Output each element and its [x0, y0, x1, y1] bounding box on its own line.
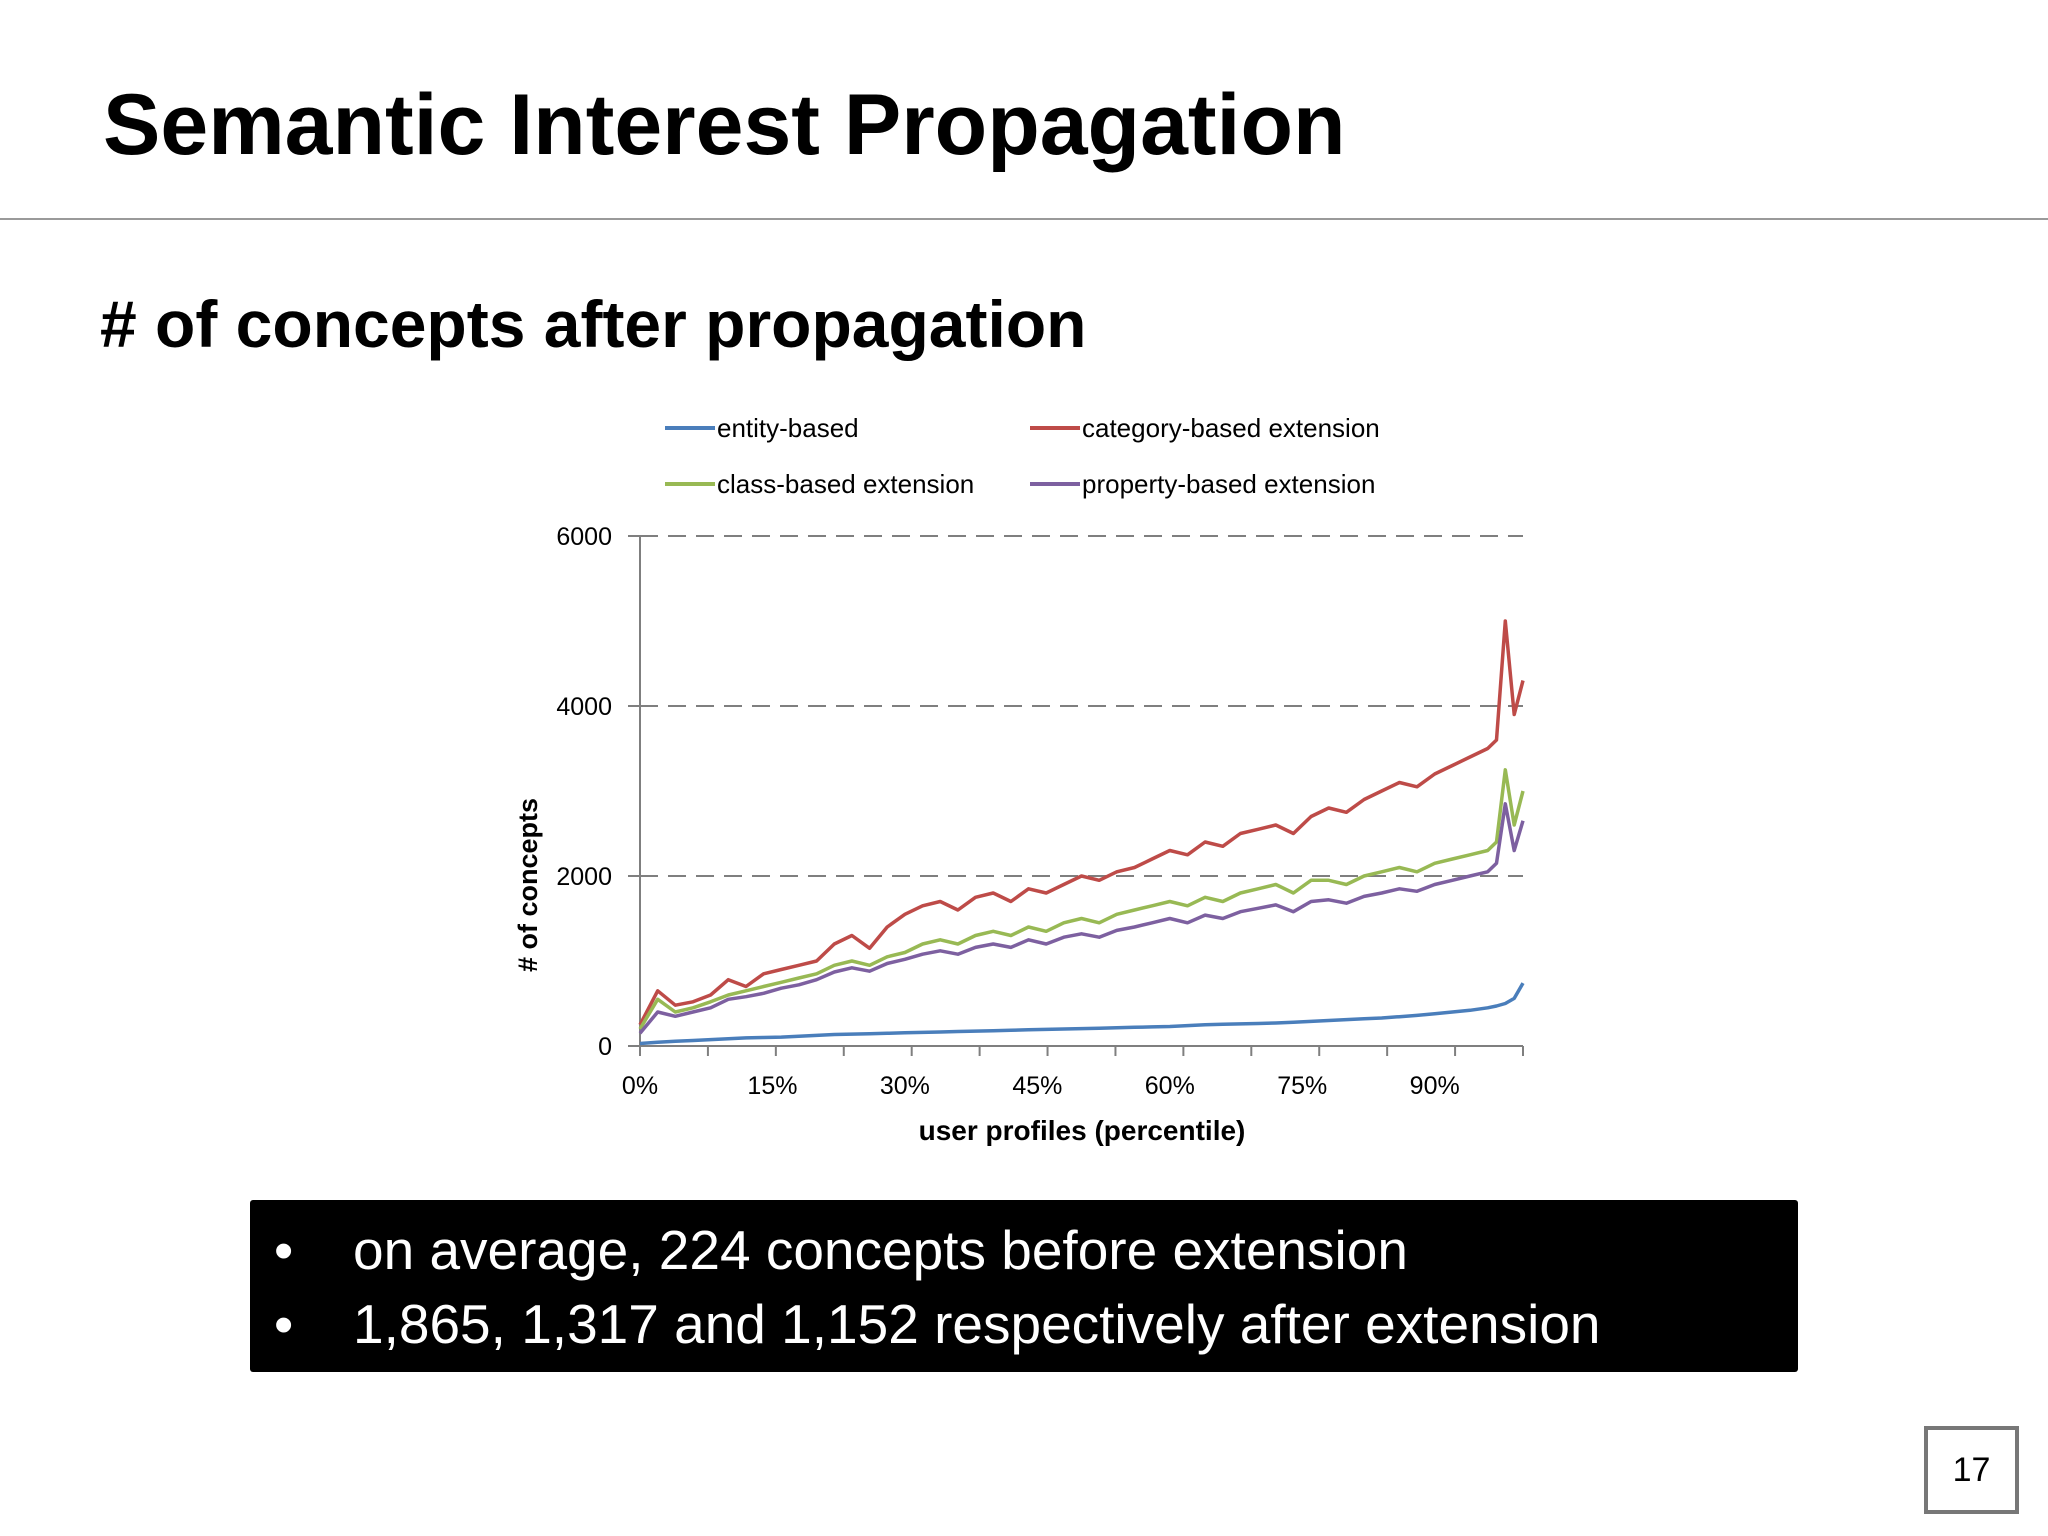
y-tick-label: 0: [598, 1033, 612, 1061]
y-tick-label: 2000: [556, 863, 612, 891]
property-based-extension-line: [638, 802, 1525, 1035]
class-based-extension-line: [638, 768, 1525, 1030]
x-tick-label: 30%: [880, 1072, 930, 1100]
legend: entity-based category-based extension clas…: [665, 413, 1380, 499]
callout-bullet-2: • 1,865, 1,317 and 1,152 respectively af…: [250, 1292, 1798, 1366]
title-divider: [0, 218, 2048, 220]
entity-based-line: [639, 982, 1525, 1046]
series-lines: [638, 619, 1525, 1046]
legend-label: property-based extension: [1082, 469, 1375, 499]
y-tick-label: 4000: [556, 693, 612, 721]
legend-label: category-based extension: [1082, 413, 1380, 443]
legend-label: class-based extension: [717, 469, 974, 499]
bullet-marker: •: [274, 1219, 294, 1281]
y-tick-label: 6000: [556, 523, 612, 551]
bullet-marker: •: [274, 1293, 294, 1355]
x-tick-label: 45%: [1012, 1072, 1062, 1100]
callout-text: 1,865, 1,317 and 1,152 respectively afte…: [353, 1293, 1601, 1355]
category-based-extension-line: [638, 619, 1525, 1026]
x-tick-label: 75%: [1277, 1072, 1327, 1100]
callout-bullet-1: • on average, 224 concepts before extens…: [250, 1218, 1798, 1292]
concepts-line-chart: 0 2000 4000 6000 0% 15% 30% 45% 60% 75% 90% entity…: [513, 413, 1525, 1146]
page-number: 17: [1924, 1426, 2019, 1514]
gridlines: [640, 535, 1523, 877]
x-tick-label: 90%: [1410, 1072, 1460, 1100]
x-tick-label: 15%: [747, 1072, 797, 1100]
x-tick-label: 0%: [622, 1072, 658, 1100]
x-axis-label: user profiles (percentile): [919, 1115, 1246, 1146]
legend-label: entity-based: [717, 413, 859, 443]
x-tick-label: 60%: [1145, 1072, 1195, 1100]
callout-text: on average, 224 concepts before extensio…: [353, 1219, 1408, 1281]
axes: 0 2000 4000 6000 0% 15% 30% 45% 60% 75% 90%: [556, 523, 1524, 1100]
slide-title: Semantic Interest Propagation: [103, 77, 1346, 173]
y-axis-label: # of concepts: [513, 798, 543, 972]
slide-subtitle: # of concepts after propagation: [100, 287, 1087, 361]
summary-callout: • on average, 224 concepts before extens…: [250, 1200, 1798, 1372]
